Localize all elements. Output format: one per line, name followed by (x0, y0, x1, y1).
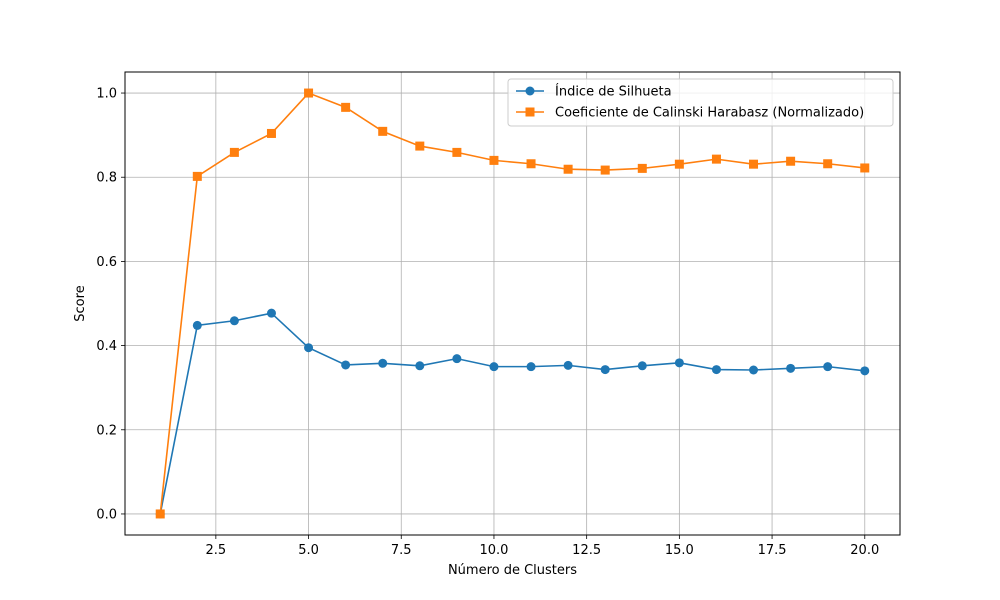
series-2-point (600, 165, 610, 175)
series-2-point (563, 164, 573, 174)
x-tick-label: 10.0 (479, 543, 508, 558)
series-2-point (415, 141, 425, 151)
series-2-point (860, 163, 870, 173)
series-1-point (786, 363, 796, 373)
x-tick-label: 7.5 (391, 543, 412, 558)
series-2-point (637, 163, 647, 173)
series-1-point (378, 358, 388, 368)
legend-label: Índice de Silhueta (555, 84, 672, 100)
y-axis-label: Score (73, 285, 88, 321)
legend-item-1: Índice de Silhueta (516, 84, 672, 100)
series-2-point (452, 147, 462, 157)
series-1-point (415, 361, 425, 371)
series-2-point (266, 128, 276, 138)
series-2-point (786, 156, 796, 166)
y-tick-label: 0.2 (96, 423, 117, 438)
plot-area-frame (124, 71, 901, 536)
series-1-point (711, 365, 721, 375)
x-axis-label: Número de Clusters (448, 563, 577, 578)
series-2-point (526, 159, 536, 169)
legend-label: Coeficiente de Calinski Harabasz (Normal… (555, 106, 864, 121)
series-1-point (526, 362, 536, 372)
x-tick-label: 15.0 (665, 543, 694, 558)
y-tick-label: 0.8 (96, 171, 117, 186)
y-tick-label: 0.0 (96, 507, 117, 522)
series-1-point (489, 362, 499, 372)
y-tick-label: 1.0 (96, 87, 117, 102)
series-1-point (229, 316, 239, 326)
legend-item-2: Coeficiente de Calinski Harabasz (Normal… (516, 106, 864, 121)
series-1-point (600, 365, 610, 375)
x-tick-label: 20.0 (850, 543, 879, 558)
series-1 (155, 308, 870, 519)
series-layer (155, 88, 870, 519)
x-tick-label: 5.0 (298, 543, 319, 558)
x-tick-label: 12.5 (572, 543, 601, 558)
y-tick-label: 0.4 (96, 339, 117, 354)
x-tick-label: 2.5 (206, 543, 227, 558)
series-2-point (378, 126, 388, 136)
x-tick-label: 17.5 (758, 543, 787, 558)
series-2-point (823, 159, 833, 169)
series-2 (155, 88, 870, 519)
series-1-point (341, 360, 351, 370)
series-1-point (860, 366, 870, 376)
series-2-point (711, 154, 721, 164)
series-1-point (674, 358, 684, 368)
legend: Índice de Silhueta Coeficiente de Calinsk… (507, 78, 894, 127)
series-2-point (341, 102, 351, 112)
series-2-point (229, 147, 239, 157)
series-1-point (192, 320, 202, 330)
legend-swatch-marker (525, 86, 535, 96)
series-1-point (637, 361, 647, 371)
series-1-point (452, 354, 462, 364)
series-2-point (674, 159, 684, 169)
series-2-point (489, 155, 499, 165)
legend-box (507, 78, 894, 127)
series-2-point (192, 171, 202, 181)
series-2-line (159, 92, 865, 515)
series-1-point (749, 365, 759, 375)
series-1-point (266, 308, 276, 318)
series-2-point (304, 88, 314, 98)
series-1-point (304, 343, 314, 353)
series-1-point (823, 362, 833, 372)
ticks-layer: 2.5 5.0 7.5 10.0 12.5 15.0 17.5 20.0 0.0 0.2 0.4 0.… (96, 87, 879, 558)
series-1-line (159, 312, 865, 515)
series-2-point (155, 509, 165, 519)
series-1-point (563, 360, 573, 370)
series-2-point (749, 159, 759, 169)
grid-layer (125, 72, 900, 535)
legend-swatch-marker (525, 107, 535, 117)
y-tick-label: 0.6 (96, 255, 117, 270)
